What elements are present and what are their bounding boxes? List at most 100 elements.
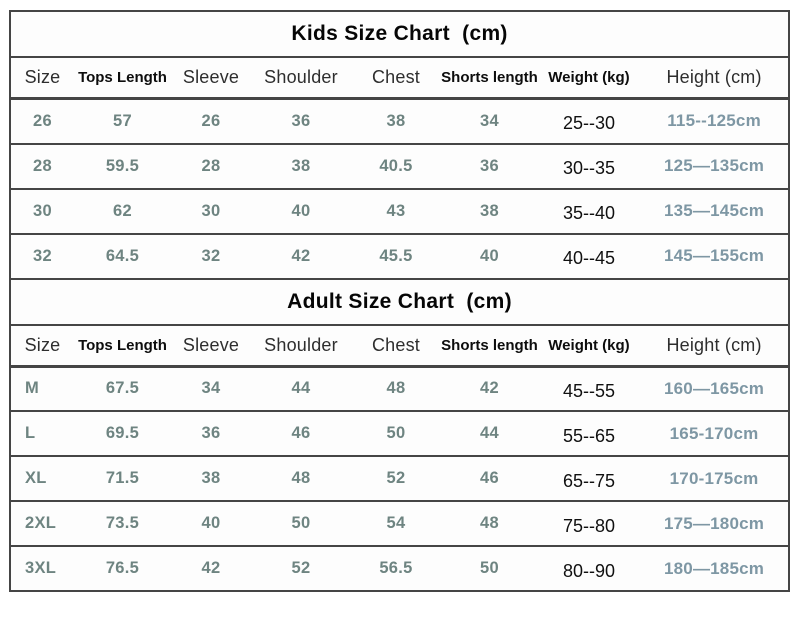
size-chart-table: Kids Size Chart (cm) Size Tops Length Sleev… xyxy=(9,10,791,592)
shorts-length-cell: 38 xyxy=(480,201,499,220)
adult-header-tops-length: Tops Length xyxy=(78,336,167,354)
weight-cell: 25--30 xyxy=(562,113,616,134)
shoulder-cell: 50 xyxy=(291,514,311,532)
sleeve-cell: 38 xyxy=(201,469,221,487)
kids-header-sleeve: Sleeve xyxy=(182,67,240,87)
adult-row-L: L 69.5 36 46 50 44 55--65 165-170cm xyxy=(10,411,790,456)
sleeve-cell: 30 xyxy=(201,201,221,220)
kids-section: Kids Size Chart (cm) Size Tops Length Sleev… xyxy=(10,11,790,279)
weight-cell: 55--65 xyxy=(562,425,616,446)
size-cell: 26 xyxy=(33,111,52,130)
kids-header-weight: Weight (kg) xyxy=(548,69,630,86)
kids-row-32: 32 64.5 32 42 45.5 40 40--45 145—155cm xyxy=(10,234,790,279)
tops-length-cell: 69.5 xyxy=(105,424,140,442)
shorts-length-cell: 48 xyxy=(480,514,499,532)
shoulder-cell: 42 xyxy=(291,246,311,265)
adult-header-chest: Chest xyxy=(371,334,421,355)
kids-header-size: Size xyxy=(24,67,61,87)
sleeve-cell: 40 xyxy=(201,514,221,532)
adult-header-row: Size Tops Length Sleeve Shoulder Chest Shorts… xyxy=(10,325,790,366)
adult-header-shorts-length: Shorts length xyxy=(441,336,538,354)
shorts-length-cell: 50 xyxy=(480,559,499,577)
tops-length-cell: 64.5 xyxy=(105,246,140,265)
sleeve-cell: 26 xyxy=(201,111,221,130)
adult-header-sleeve: Sleeve xyxy=(182,334,240,355)
adult-row-XL: XL 71.5 38 48 52 46 65--75 170-175cm xyxy=(10,456,790,501)
height-cell: 165-170cm xyxy=(669,423,759,443)
weight-cell: 45--55 xyxy=(562,380,616,401)
sleeve-cell: 36 xyxy=(201,424,221,442)
weight-cell: 80--90 xyxy=(562,560,616,581)
adult-row-3XL: 3XL 76.5 42 52 56.5 50 80--90 180—185cm xyxy=(10,546,790,591)
adult-title-row: Adult Size Chart (cm) xyxy=(10,279,790,325)
size-cell: 2XL xyxy=(25,514,57,532)
adult-header-shoulder: Shoulder xyxy=(264,334,338,355)
size-cell: L xyxy=(25,424,36,442)
kids-header-shoulder: Shoulder xyxy=(264,67,338,87)
shorts-length-cell: 36 xyxy=(480,156,499,175)
size-cell: XL xyxy=(25,469,47,487)
sleeve-cell: 28 xyxy=(201,156,221,175)
size-chart-container: Kids Size Chart (cm) Size Tops Length Sleev… xyxy=(9,10,791,592)
tops-length-cell: 71.5 xyxy=(105,469,140,487)
sleeve-cell: 42 xyxy=(201,559,221,577)
height-cell: 175—180cm xyxy=(663,513,765,533)
kids-header-height: Height (cm) xyxy=(666,67,762,87)
size-cell: 28 xyxy=(33,156,52,175)
weight-cell: 75--80 xyxy=(562,515,616,536)
shorts-length-cell: 46 xyxy=(480,469,499,487)
size-cell: M xyxy=(25,379,40,398)
kids-header-shorts-length: Shorts length xyxy=(441,69,538,86)
height-cell: 125—135cm xyxy=(663,156,765,175)
adult-row-M: M 67.5 34 44 48 42 45--55 160—165cm xyxy=(10,366,790,411)
adult-chart-title: Adult Size Chart (cm) xyxy=(287,289,512,313)
weight-cell: 40--45 xyxy=(562,248,616,268)
height-cell: 160—165cm xyxy=(663,378,765,398)
adult-section: Adult Size Chart (cm) Size Tops Length Slee… xyxy=(10,279,790,591)
kids-row-26: 26 57 26 36 38 34 25--30 115--125cm xyxy=(10,99,790,144)
kids-header-row: Size Tops Length Sleeve Shoulder Chest Shorts… xyxy=(10,57,790,99)
sleeve-cell: 34 xyxy=(201,379,221,398)
tops-length-cell: 76.5 xyxy=(105,559,140,577)
sleeve-cell: 32 xyxy=(201,246,221,265)
adult-header-size: Size xyxy=(24,334,61,355)
chest-cell: 43 xyxy=(386,201,406,220)
adult-header-height: Height (cm) xyxy=(666,334,762,355)
shoulder-cell: 46 xyxy=(291,424,311,442)
chest-cell: 50 xyxy=(386,424,406,442)
weight-cell: 35--40 xyxy=(562,203,616,223)
shorts-length-cell: 40 xyxy=(480,246,499,265)
shoulder-cell: 52 xyxy=(291,559,311,577)
shoulder-cell: 48 xyxy=(291,469,311,487)
tops-length-cell: 59.5 xyxy=(105,156,140,175)
shorts-length-cell: 44 xyxy=(480,424,499,442)
size-cell: 30 xyxy=(33,201,52,220)
tops-length-cell: 67.5 xyxy=(105,379,140,398)
kids-header-tops-length: Tops Length xyxy=(78,69,167,86)
shoulder-cell: 44 xyxy=(291,379,311,398)
adult-row-2XL: 2XL 73.5 40 50 54 48 75--80 175—180cm xyxy=(10,501,790,546)
kids-row-30: 30 62 30 40 43 38 35--40 135—145cm xyxy=(10,189,790,234)
kids-chart-title: Kids Size Chart (cm) xyxy=(291,22,508,45)
shoulder-cell: 38 xyxy=(291,156,311,175)
kids-header-chest: Chest xyxy=(371,67,421,87)
size-cell: 3XL xyxy=(25,559,57,577)
size-cell: 32 xyxy=(33,246,52,265)
shoulder-cell: 40 xyxy=(291,201,311,220)
chest-cell: 54 xyxy=(386,514,406,532)
chest-cell: 56.5 xyxy=(379,559,413,577)
shoulder-cell: 36 xyxy=(291,111,311,130)
chest-cell: 52 xyxy=(386,469,406,487)
height-cell: 145—155cm xyxy=(663,246,765,265)
kids-row-28: 28 59.5 28 38 40.5 36 30--35 125—135cm xyxy=(10,144,790,189)
height-cell: 115--125cm xyxy=(667,111,761,131)
shorts-length-cell: 34 xyxy=(480,111,499,130)
shorts-length-cell: 42 xyxy=(480,379,499,398)
chest-cell: 40.5 xyxy=(379,156,413,175)
chest-cell: 45.5 xyxy=(379,246,413,265)
height-cell: 135—145cm xyxy=(663,201,765,220)
adult-header-weight: Weight (kg) xyxy=(548,336,630,354)
height-cell: 180—185cm xyxy=(663,558,765,578)
tops-length-cell: 62 xyxy=(113,201,132,220)
